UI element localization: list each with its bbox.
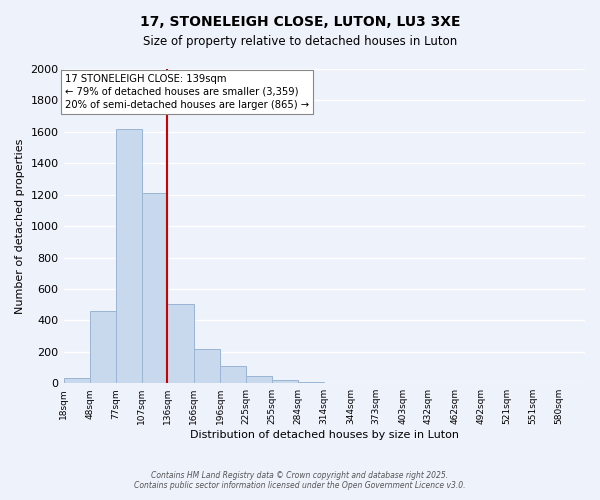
Text: 17 STONELEIGH CLOSE: 139sqm
← 79% of detached houses are smaller (3,359)
20% of : 17 STONELEIGH CLOSE: 139sqm ← 79% of det…	[65, 74, 310, 110]
Bar	[116, 128, 142, 383]
X-axis label: Distribution of detached houses by size in Luton: Distribution of detached houses by size …	[190, 430, 459, 440]
Text: Contains HM Land Registry data © Crown copyright and database right 2025.
Contai: Contains HM Land Registry data © Crown c…	[134, 470, 466, 490]
Y-axis label: Number of detached properties: Number of detached properties	[15, 138, 25, 314]
Text: 17, STONELEIGH CLOSE, LUTON, LU3 3XE: 17, STONELEIGH CLOSE, LUTON, LU3 3XE	[140, 15, 460, 29]
Text: Size of property relative to detached houses in Luton: Size of property relative to detached ho…	[143, 35, 457, 48]
Bar	[142, 193, 167, 383]
Bar	[246, 376, 272, 383]
Bar	[220, 366, 246, 383]
Bar	[298, 382, 324, 383]
Bar	[272, 380, 298, 383]
Bar	[64, 378, 90, 383]
Bar	[194, 350, 220, 383]
Bar	[167, 304, 194, 383]
Bar	[90, 311, 116, 383]
